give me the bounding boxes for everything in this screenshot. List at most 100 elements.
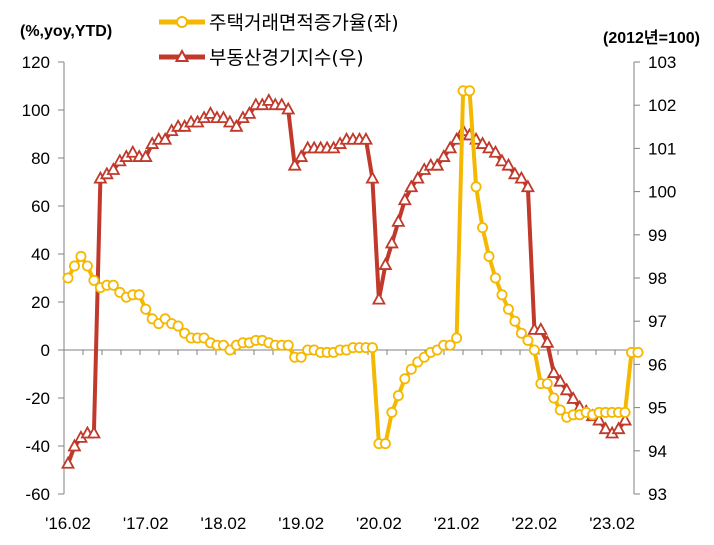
data-point	[216, 110, 231, 124]
left-tick-label: 100	[22, 101, 50, 120]
data-point	[501, 157, 516, 171]
data-point	[632, 346, 644, 358]
data-point	[494, 153, 509, 167]
right-tick-label: 93	[648, 485, 667, 504]
data-point	[125, 144, 140, 158]
data-point	[172, 320, 184, 332]
data-point	[611, 421, 626, 435]
legend-item-housing-area: 주택거래면적증가율(좌)	[159, 12, 399, 34]
data-point	[410, 170, 425, 184]
data-point	[378, 257, 393, 270]
data-point	[502, 303, 514, 315]
series-layer	[60, 85, 644, 469]
data-point	[533, 321, 548, 335]
data-point	[67, 438, 82, 452]
data-point	[391, 213, 406, 227]
data-point	[140, 303, 152, 315]
data-point	[397, 192, 412, 206]
right-tick-label: 100	[648, 183, 676, 202]
data-point	[386, 406, 398, 418]
data-point	[399, 373, 411, 385]
data-point	[287, 157, 302, 171]
data-point	[229, 118, 244, 132]
right-axis-unit: (2012년=100)	[603, 28, 700, 47]
data-point	[464, 85, 476, 97]
data-point	[515, 327, 527, 339]
data-point	[566, 391, 581, 404]
right-tick-label: 101	[648, 139, 676, 158]
legend-item-real-estate-index: 부동산경기지수(우)	[159, 47, 364, 69]
data-point	[133, 289, 145, 301]
left-tick-label: -20	[25, 389, 50, 408]
right-tick-label: 94	[648, 442, 667, 461]
right-unit-label: (2012년=100)	[603, 28, 700, 47]
data-point	[592, 412, 607, 426]
right-tick-label: 98	[648, 269, 667, 288]
data-point	[371, 291, 386, 305]
data-point	[86, 425, 101, 439]
data-point	[553, 373, 568, 387]
data-point	[548, 392, 560, 404]
left-tick-label: 20	[31, 293, 50, 312]
data-point	[366, 342, 378, 354]
right-tick-label: 95	[648, 399, 667, 418]
data-point	[470, 181, 482, 193]
data-point	[88, 274, 100, 286]
legend-label-housing-area: 주택거래면적증가율(좌)	[209, 12, 399, 34]
data-point	[483, 250, 495, 262]
left-tick-label: 60	[31, 197, 50, 216]
right-tick-label: 99	[648, 226, 667, 245]
data-point	[477, 222, 489, 234]
data-point	[384, 235, 399, 249]
data-point	[203, 105, 218, 119]
data-point	[62, 272, 74, 284]
right-tick-label: 97	[648, 312, 667, 331]
axes: 120 100 80 60 40 20 0 -20 -40 -60 103 102 101 100 99 98…	[22, 53, 677, 533]
data-point	[158, 131, 173, 145]
data-point	[488, 144, 503, 158]
data-point	[598, 421, 613, 435]
data-point	[449, 131, 464, 145]
x-tick-label: '19.02	[278, 514, 324, 533]
x-tick-label: '20.02	[356, 514, 402, 533]
data-point	[509, 315, 521, 327]
series-line	[66, 98, 627, 465]
data-point	[430, 157, 445, 171]
data-point	[242, 105, 257, 119]
data-point	[482, 140, 497, 154]
data-point	[68, 260, 80, 272]
data-point	[489, 272, 501, 284]
data-point	[75, 250, 87, 262]
data-point	[436, 149, 451, 162]
left-tick-label: 80	[31, 149, 50, 168]
data-point	[365, 170, 380, 184]
data-point	[514, 170, 529, 184]
x-tick-label: '21.02	[434, 514, 480, 533]
data-point	[295, 351, 307, 363]
data-point	[541, 378, 553, 390]
legend-label-real-estate-index: 부동산경기지수(우)	[209, 47, 364, 69]
x-tick-label: '22.02	[511, 514, 557, 533]
data-point	[81, 260, 93, 272]
data-point	[528, 344, 540, 356]
data-point	[443, 140, 458, 154]
data-point	[274, 97, 289, 111]
data-point	[405, 363, 417, 375]
left-tick-label: 120	[22, 53, 50, 72]
left-tick-label: -60	[25, 485, 50, 504]
x-tick-label: '23.02	[589, 514, 635, 533]
left-tick-label: 40	[31, 245, 50, 264]
data-point	[559, 382, 574, 396]
data-point	[507, 166, 522, 180]
left-tick-label: -40	[25, 437, 50, 456]
data-point	[496, 289, 508, 301]
left-axis-unit: (%,yoy,YTD)	[20, 23, 112, 40]
data-point	[475, 136, 490, 149]
data-point	[281, 101, 296, 115]
data-point	[107, 279, 119, 291]
series-housing-area-growth	[62, 85, 644, 450]
left-tick-label: 0	[41, 341, 50, 360]
series-real-estate-index	[60, 93, 633, 469]
data-point	[222, 114, 237, 128]
